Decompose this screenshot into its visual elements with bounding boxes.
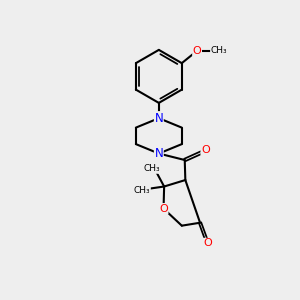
Text: O: O bbox=[203, 238, 212, 248]
Text: CH₃: CH₃ bbox=[143, 164, 160, 173]
Text: CH₃: CH₃ bbox=[134, 186, 150, 195]
Text: CH₃: CH₃ bbox=[211, 46, 227, 55]
Text: O: O bbox=[193, 46, 202, 56]
Text: N: N bbox=[154, 112, 163, 125]
Text: O: O bbox=[201, 145, 210, 155]
Text: N: N bbox=[154, 147, 163, 160]
Text: O: O bbox=[159, 204, 168, 214]
